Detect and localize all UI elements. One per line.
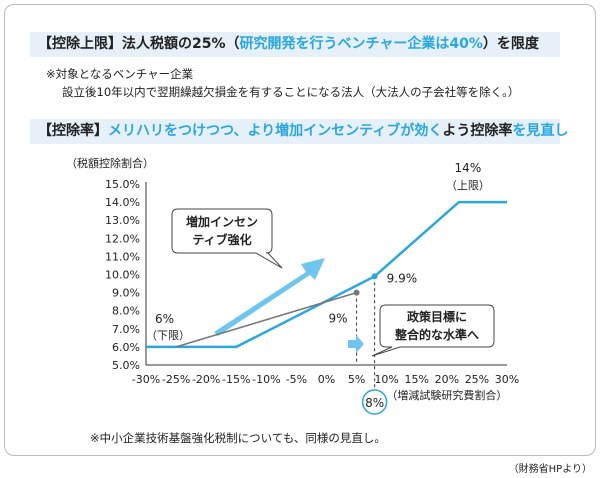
figure-frame xyxy=(4,4,596,456)
annotation-old-point: 9% xyxy=(329,312,348,326)
annotation-min-value: 6% xyxy=(155,312,174,326)
x-tick-label: -25% xyxy=(162,373,190,386)
y-tick-label: 6.0% xyxy=(112,341,140,354)
data-point-new xyxy=(371,273,378,280)
x-tick-label: -10% xyxy=(252,373,280,386)
annotation-threshold: 8% xyxy=(365,396,384,410)
deduction-rate-banner: 【控除率】メリハリをつけつつ、より増加インセンティブが効くよう控除率を見直し xyxy=(30,119,568,144)
callout-policy-line2: 整合的な水準へ xyxy=(394,327,479,342)
y-tick-label: 11.0% xyxy=(105,250,140,263)
x-tick-label: -5% xyxy=(286,373,307,386)
x-tick-label: 20% xyxy=(435,373,459,386)
incentive-arrow-icon xyxy=(214,258,325,336)
footnote: ※中小企業技術基盤強化税制についても、同様の見直し。 xyxy=(90,431,386,445)
data-point-old xyxy=(353,289,360,296)
threshold-arrow-icon xyxy=(348,335,364,353)
threshold-circle xyxy=(361,389,388,415)
y-tick-label: 5.0% xyxy=(112,359,140,372)
deduction-limit-banner: 【控除上限】法人税額の25%（研究開発を行うベンチャー企業は40%）を限度 xyxy=(30,32,560,57)
callout-incentive-box xyxy=(171,208,283,269)
x-tick-label: -15% xyxy=(222,373,250,386)
y-tick-label: 13.0% xyxy=(105,214,140,227)
banner2-pre: 【控除率】 xyxy=(38,123,108,139)
banner2-highlight2: を見直し xyxy=(512,123,569,139)
venture-note-detail: 設立後10年以内で翌期繰越欠損金を有することになる法人（大法人の子会社等を除く。… xyxy=(62,85,520,99)
x-tick-label: 0% xyxy=(318,373,335,386)
x-tick-label: 25% xyxy=(465,373,489,386)
x-tick-label: 15% xyxy=(405,373,429,386)
venture-note-title: ※対象となるベンチャー企業 xyxy=(46,67,194,81)
annotation-new-point: 9.9% xyxy=(387,271,418,285)
y-tick-label: 8.0% xyxy=(112,305,140,318)
annotation-min-label: （下限） xyxy=(146,329,190,342)
callout-policy-box xyxy=(371,304,495,357)
x-tick-label: 30% xyxy=(495,373,519,386)
annotation-max-value: 14% xyxy=(455,161,482,175)
y-axis-label: （税額控除割合） xyxy=(66,157,154,170)
x-tick-label: -20% xyxy=(192,373,220,386)
series-line-old xyxy=(175,291,357,348)
x-tick-label: 5% xyxy=(348,373,365,386)
callout-incentive-line2: ティブ強化 xyxy=(192,232,251,247)
x-tick-label: -30% xyxy=(132,373,160,386)
banner1-highlight: 研究開発を行うベンチャー企業は40% xyxy=(239,36,483,52)
callout-incentive-line1: 増加インセン xyxy=(186,214,258,229)
annotation-max-label: （上限） xyxy=(446,179,490,192)
y-tick-label: 10.0% xyxy=(105,269,140,282)
y-tick-label: 9.0% xyxy=(112,287,140,300)
y-tick-label: 15.0% xyxy=(105,178,140,191)
x-axis-label: （増減試験研究費割合） xyxy=(386,388,507,402)
y-tick-label: 12.0% xyxy=(105,232,140,245)
banner2-highlight1: メリハリをつけつつ、より増加インセンティブが効く xyxy=(108,123,443,139)
x-tick-label: 10% xyxy=(374,373,398,386)
source-note: （財務省HPより） xyxy=(508,464,592,475)
banner2-mid: よう控除率 xyxy=(442,123,513,139)
y-tick-label: 14.0% xyxy=(105,196,140,209)
callout-policy-line1: 政策目標に xyxy=(407,309,467,324)
y-tick-label: 7.0% xyxy=(112,323,140,336)
banner1-post: ）を限度 xyxy=(482,36,539,52)
banner1-pre: 【控除上限】法人税額の25%（ xyxy=(38,36,240,52)
